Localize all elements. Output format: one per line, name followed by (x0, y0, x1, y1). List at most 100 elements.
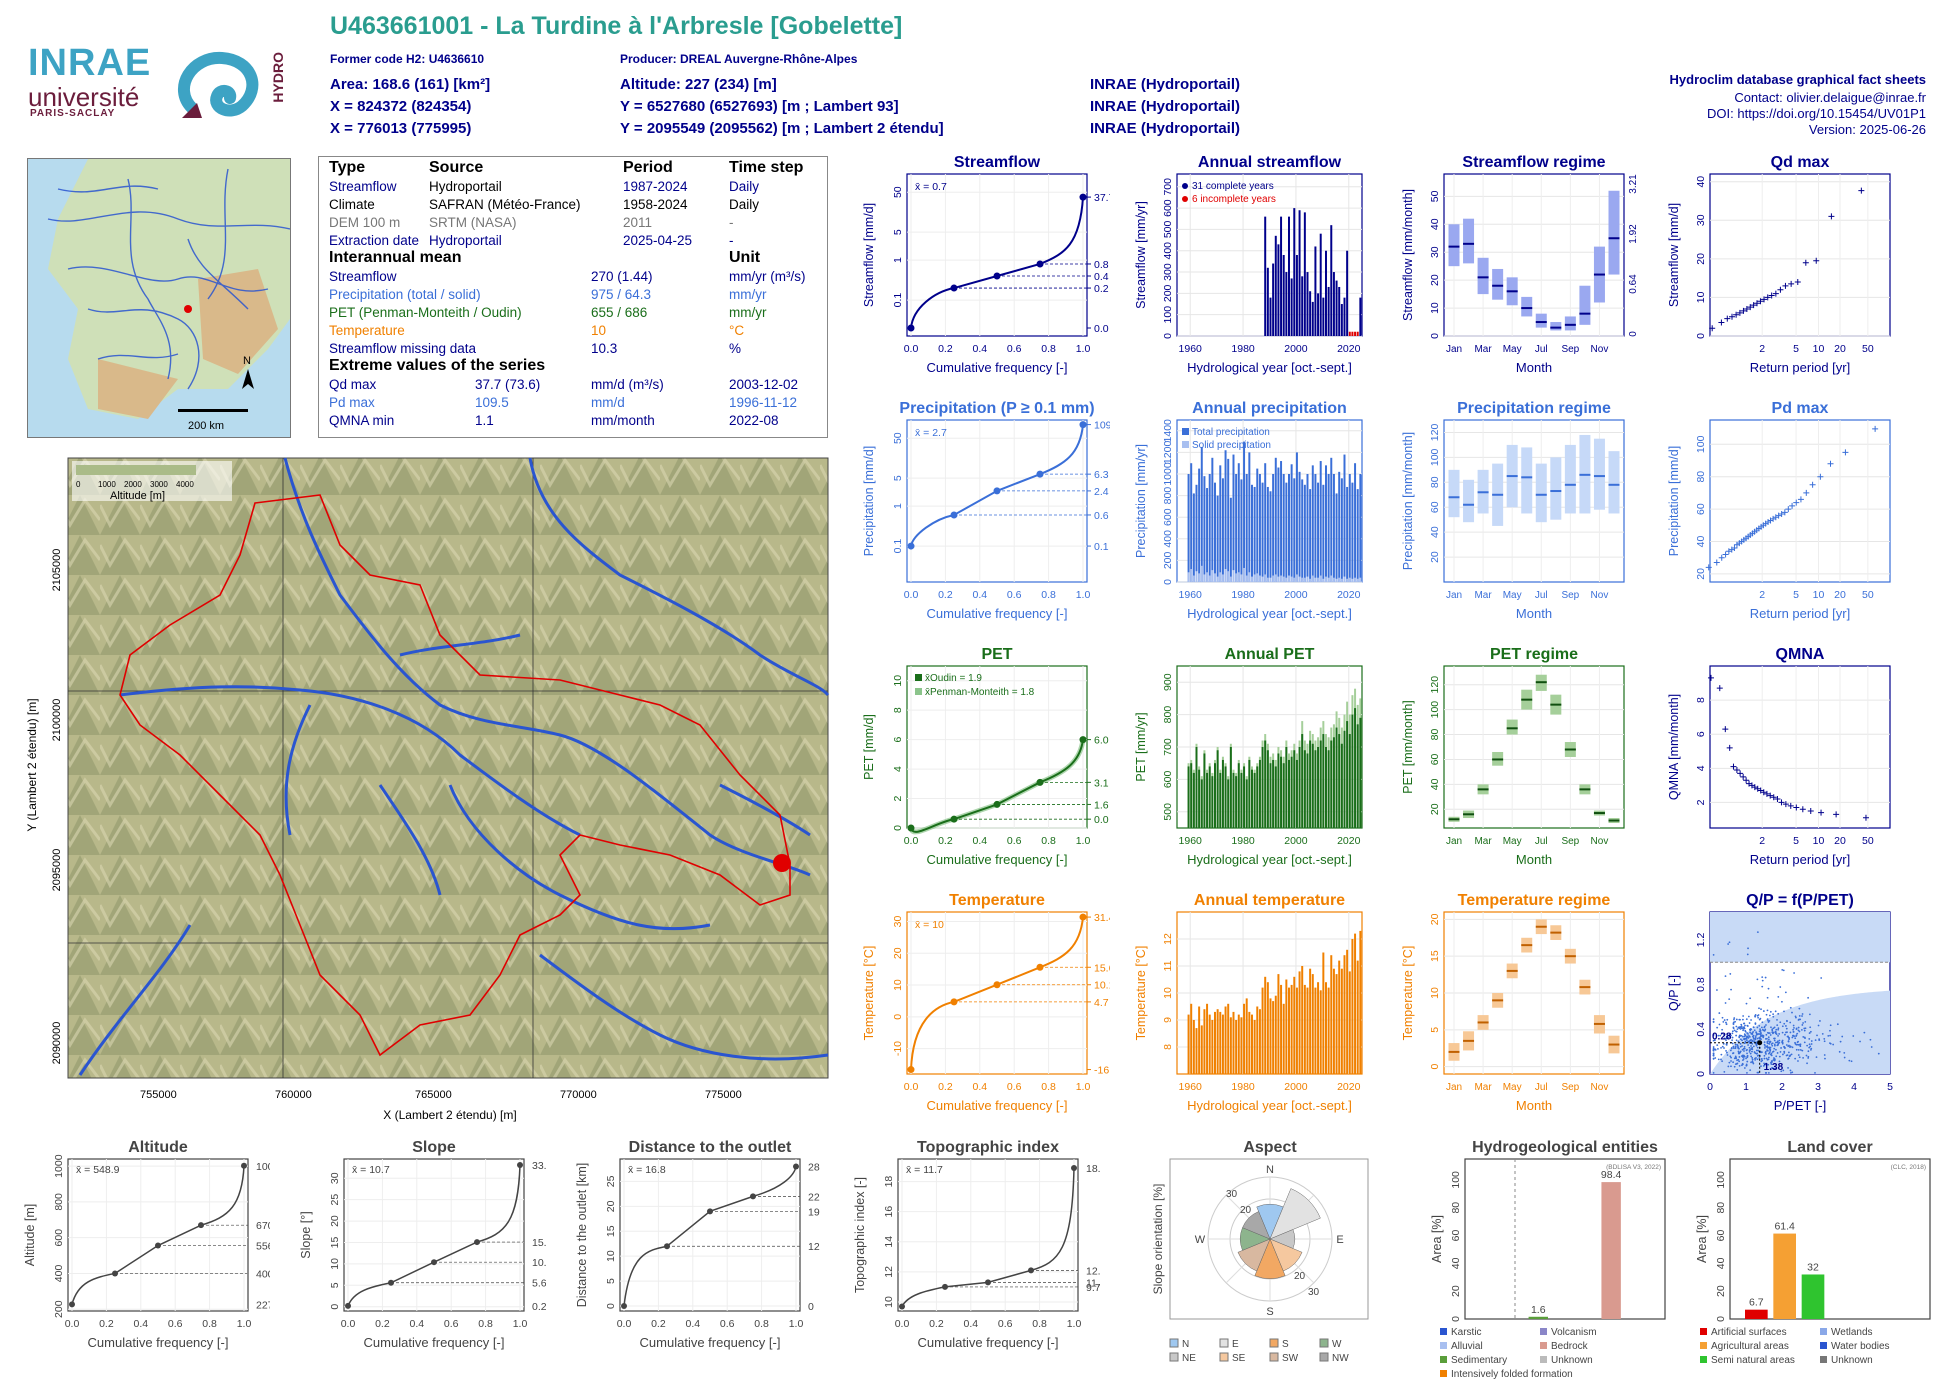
hydrogeology-ylabel: Area [%] (1430, 1215, 1444, 1263)
annual_precip-bar-solid (1277, 576, 1280, 582)
precip_regime-xtick: May (1503, 590, 1522, 601)
annual_streamflow-xlabel: Hydrological year [oct.-sept.] (1187, 360, 1352, 375)
qp_ppet-point (1733, 1017, 1736, 1019)
aspect-compass: N (1266, 1164, 1274, 1176)
qmna-point (1862, 814, 1869, 821)
altitude-ytick: 800 (53, 1193, 65, 1211)
qp_ppet-point (1731, 1032, 1734, 1035)
slope-point (517, 1161, 523, 1168)
annual_temp-bar (1280, 984, 1283, 1074)
streamflow_regime-ytick: 30 (1429, 246, 1441, 258)
annual_precip-bar-solid (1343, 576, 1346, 582)
qp_ppet-point (1749, 1049, 1751, 1052)
annual_temp-bar (1285, 979, 1288, 1074)
annual_streamflow-bar (1338, 286, 1341, 336)
qp_ppet-point (1733, 1018, 1735, 1021)
annual_precip-bar (1354, 463, 1357, 582)
pet_regime-ytick: 20 (1429, 803, 1441, 815)
annual_temp-bar (1317, 982, 1320, 1074)
qp_ppet-point (1766, 1042, 1769, 1044)
pet_fdc-right-label: 6.0 (1094, 735, 1109, 747)
qp_ppet-point (1754, 1015, 1757, 1018)
annual_precip-bar (1327, 474, 1330, 582)
streamflow_fdc-xtick: 0.0 (904, 343, 919, 355)
inset-scale-label: 200 km (188, 420, 224, 432)
qp_ppet-point (1740, 1023, 1743, 1026)
aspect-legend-key (1169, 1338, 1179, 1348)
qd_max-ytick: 30 (1695, 214, 1707, 226)
hydrogeology-legend-label: Volcanism (1551, 1327, 1597, 1338)
annual_precip-bar-solid (1200, 565, 1203, 582)
qmna-point (1763, 790, 1770, 797)
annual_temp-bar (1211, 1020, 1214, 1074)
qp_ppet-point (1762, 1010, 1765, 1012)
annual_temp-chart: Annual temperature Hydrological year [oct… (1134, 892, 1363, 1113)
annual_pet-xtick: 1980 (1231, 835, 1255, 847)
qp_ppet-point (1742, 1015, 1745, 1017)
qp_ppet-ylabel: Q/P [-] (1667, 975, 1681, 1011)
pd_max-xtick: 10 (1813, 589, 1825, 601)
annual_temp-bar (1200, 1025, 1203, 1074)
qp_ppet-point (1721, 1060, 1724, 1063)
qp_ppet-point (1776, 1044, 1779, 1046)
qp_ppet-point (1814, 1071, 1816, 1074)
annual_pet-bar (1229, 747, 1232, 828)
qp_ppet-point (1781, 1000, 1783, 1003)
annual_pet-ylabel: PET [mm/yr] (1134, 712, 1148, 781)
streamflow_regime-box (1535, 313, 1547, 328)
annual_streamflow-chart: Annual streamflow Hydrological year [oct.… (1134, 154, 1363, 375)
qp_ppet-point (1742, 1018, 1744, 1021)
pet_regime-xtick: Jul (1535, 836, 1548, 847)
qp_ppet-point (1807, 1050, 1810, 1053)
aspect-ring-label: 20 (1294, 1271, 1306, 1282)
annual_precip-bar (1274, 457, 1277, 582)
streamflow_regime-box (1492, 268, 1504, 300)
qp_ppet-point (1745, 1057, 1747, 1060)
annual_precip-bar (1200, 447, 1203, 582)
annual_precip-bar (1340, 478, 1343, 582)
annual_precip-bar-solid (1301, 577, 1304, 582)
svg-text:2100000: 2100000 (51, 699, 63, 742)
annual_precip-bar-solid (1285, 577, 1288, 582)
qp_ppet-point (1763, 1025, 1766, 1028)
qp_ppet-point (1748, 1046, 1751, 1049)
qp_ppet-point (1761, 985, 1764, 988)
qp_ppet-point (1771, 1029, 1774, 1032)
hydrogeology-ytick: 60 (1450, 1230, 1462, 1242)
svg-text:2095000: 2095000 (51, 849, 63, 892)
qp_ppet-point (1779, 986, 1782, 988)
qp_ppet-point (1759, 1033, 1762, 1036)
qmna-point (1778, 799, 1785, 806)
qp_ppet-xtick: 5 (1887, 1081, 1893, 1093)
qp_ppet-point (1730, 1065, 1732, 1068)
page-title: U463661001 - La Turdine à l'Arbresle [Go… (330, 12, 903, 40)
temp_fdc-title: Temperature (949, 892, 1045, 909)
qp_ppet-point (1771, 1066, 1774, 1069)
annual_streamflow-ytick: 200 (1162, 284, 1174, 302)
land_cover-legend-key (1700, 1328, 1707, 1335)
annual_streamflow-legend-label: 6 incomplete years (1192, 194, 1276, 205)
qp_ppet-point (1786, 1019, 1788, 1022)
qp_ppet-point (1807, 996, 1810, 999)
qp_ppet-point (1739, 1050, 1742, 1053)
qp_ppet-point (1783, 1050, 1786, 1053)
qp_ppet-point (1850, 1060, 1853, 1063)
qp_ppet-point (1743, 1022, 1746, 1025)
qp_ppet-point (1763, 1054, 1766, 1057)
paris-saclay-logo: PARIS-SACLAY (30, 108, 116, 119)
altitude-right-label: 556 (256, 1241, 270, 1253)
qp_ppet-point (1843, 1051, 1846, 1054)
annual_precip-bar (1332, 474, 1335, 582)
annual_streamflow-bar (1298, 210, 1301, 336)
annual_pet-bar (1288, 759, 1290, 828)
qp_ppet-point (1786, 1035, 1789, 1038)
svg-text:2090000: 2090000 (51, 1022, 63, 1065)
temp_regime-xtick: Nov (1591, 1082, 1609, 1093)
qp_ppet-point (1777, 995, 1780, 998)
annual_pet-bar (1237, 763, 1240, 828)
distance_outlet-xtick: 1.0 (789, 1318, 804, 1330)
annual_precip-bar-solid (1280, 575, 1283, 582)
qp_ppet-point (1797, 1048, 1800, 1051)
annual_temp-bar (1256, 1006, 1259, 1074)
annual_precip-bar-solid (1346, 578, 1349, 582)
